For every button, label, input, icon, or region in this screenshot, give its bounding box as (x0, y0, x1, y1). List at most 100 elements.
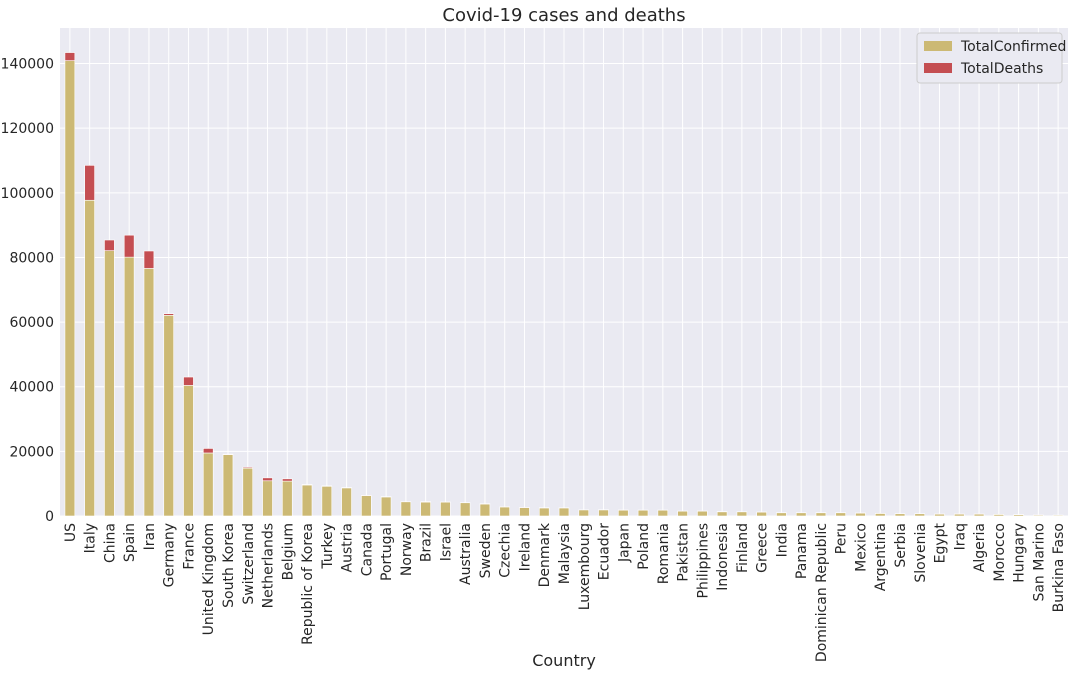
x-tick-label: Philippines (695, 523, 711, 598)
bar-confirmed (657, 509, 669, 517)
bar-confirmed (361, 495, 372, 517)
x-tick-label: Ireland (517, 523, 533, 571)
legend-swatch-confirmed (924, 41, 952, 51)
bar-confirmed (202, 452, 214, 517)
x-tick-label: Mexico (853, 523, 869, 572)
x-tick-label: Ecuador (597, 523, 613, 580)
x-tick-label: Austria (340, 523, 356, 572)
bar-deaths (202, 448, 214, 454)
bar-confirmed (183, 385, 194, 517)
legend-label-confirmed: TotalConfirmed (960, 39, 1066, 55)
bar-confirmed (855, 512, 866, 517)
x-tick-label: Panama (794, 523, 810, 579)
x-tick-label: Israel (438, 523, 454, 561)
x-tick-label: Argentina (873, 523, 889, 591)
bar-confirmed (123, 256, 135, 517)
bar-confirmed (84, 199, 95, 517)
legend-label-deaths: TotalDeaths (960, 61, 1043, 77)
x-tick-label: Turkey (320, 523, 336, 570)
x-tick-label: US (63, 523, 79, 542)
x-tick-label: Belgium (280, 523, 296, 580)
x-tick-label: Portugal (379, 523, 395, 581)
x-tick-label: Switzerland (241, 523, 257, 605)
x-tick-label: Denmark (537, 522, 553, 587)
x-tick-label: Iraq (952, 523, 968, 550)
x-tick-label: France (181, 523, 197, 570)
x-tick-label: Italy (83, 523, 99, 553)
bar-confirmed (143, 268, 155, 517)
bar-deaths (104, 239, 115, 251)
bar-confirmed (835, 512, 846, 517)
x-tick-label: Netherlands (261, 523, 277, 608)
bar-deaths (242, 466, 254, 469)
bar-deaths (163, 313, 174, 316)
bar-confirmed (420, 501, 431, 517)
chart-title: Covid-19 cases and deaths (442, 5, 685, 26)
bar-confirmed (776, 512, 787, 517)
bar-confirmed (677, 510, 688, 517)
bar-confirmed (736, 511, 748, 517)
x-tick-label: Greece (755, 523, 771, 573)
x-tick-label: Iran (142, 523, 158, 550)
y-tick-label: 0 (45, 509, 54, 525)
x-tick-label: Burkina Faso (1051, 523, 1067, 612)
bar-confirmed (301, 484, 313, 517)
bar-confirmed (282, 480, 293, 517)
bar-confirmed (380, 496, 392, 517)
bar-confirmed (716, 511, 728, 517)
bar-confirmed (578, 509, 590, 517)
x-tick-label: Sweden (478, 523, 494, 578)
bar-confirmed (104, 250, 115, 517)
bar-confirmed (756, 511, 767, 517)
x-tick-label: China (102, 523, 118, 563)
bar-deaths (143, 250, 155, 269)
x-tick-label: Serbia (893, 523, 909, 568)
bar-confirmed (598, 509, 609, 517)
x-tick-label: Canada (359, 523, 375, 576)
x-tick-label: Republic of Korea (300, 523, 316, 645)
x-tick-label: Slovenia (913, 523, 929, 583)
x-tick-label: Japan (616, 523, 632, 563)
y-tick-label: 20000 (9, 444, 54, 460)
bar-confirmed (538, 507, 550, 517)
x-tick-label: Algeria (972, 523, 988, 572)
bar-confirmed (697, 510, 708, 517)
bar-confirmed (795, 512, 807, 517)
y-tick-label: 100000 (1, 186, 54, 202)
bar-confirmed (815, 512, 827, 517)
x-tick-label: Germany (162, 523, 178, 587)
bar-confirmed (440, 501, 451, 517)
x-tick-label: South Korea (221, 523, 237, 608)
x-axis-label: Country (532, 651, 596, 670)
x-tick-label: Egypt (933, 523, 949, 564)
y-tick-label: 140000 (1, 57, 54, 73)
bar-confirmed (64, 60, 76, 517)
bars (64, 52, 1064, 517)
x-tick-label: Czechia (498, 523, 514, 578)
bar-confirmed (321, 485, 333, 517)
bar-deaths (183, 376, 194, 386)
bar-deaths (84, 165, 95, 201)
x-tick-label: Pakistan (676, 523, 692, 582)
bar-confirmed (479, 503, 491, 517)
x-tick-label: United Kingdom (201, 523, 217, 635)
bar-confirmed (341, 487, 352, 517)
x-tick-label: Finland (735, 523, 751, 573)
y-tick-label: 80000 (9, 250, 54, 266)
bar-deaths (64, 52, 76, 61)
bar-confirmed (914, 513, 926, 517)
bar-confirmed (558, 507, 570, 517)
x-tick-labels: US Italy China Spain Iran Germany France United… (63, 522, 1067, 662)
x-tick-label: Spain (122, 523, 138, 562)
bar-confirmed (618, 509, 629, 517)
x-tick-label: Brazil (419, 523, 435, 562)
bar-deaths (282, 478, 293, 482)
x-tick-label: Romania (656, 523, 672, 584)
x-tick-label: Norway (399, 523, 415, 576)
bar-confirmed (163, 315, 174, 517)
bar-confirmed (262, 480, 273, 517)
legend-swatch-deaths (924, 63, 952, 73)
x-tick-label: India (774, 523, 790, 557)
bar-deaths (262, 477, 273, 482)
